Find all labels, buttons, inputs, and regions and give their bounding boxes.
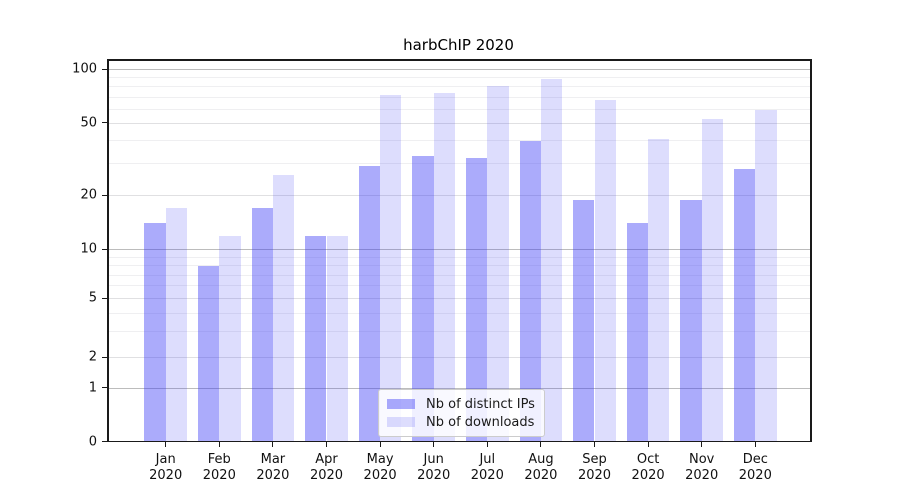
y-tick-label-100: 100 [72, 61, 97, 77]
x-tick-label-jan: Jan 2020 [149, 452, 183, 483]
gridline-y-2 [107, 357, 810, 358]
gridline-y-8 [107, 265, 810, 267]
gridline-y-60 [107, 108, 810, 110]
y-tick-mark-1 [102, 387, 107, 389]
bar-downloads-sep [594, 99, 616, 442]
y-tick-mark-20 [102, 194, 107, 196]
bar-downloads-mar [272, 174, 295, 442]
y-tick-label-0: 0 [88, 434, 97, 449]
gridline-y-10 [107, 249, 810, 251]
x-tick-label-may: May 2020 [363, 452, 397, 483]
chart-title: harbChIP 2020 [403, 36, 514, 54]
gridline-y-20 [107, 195, 810, 196]
x-tick-label-feb: Feb 2020 [202, 452, 236, 483]
y-tick-label-1: 1 [88, 380, 97, 396]
x-tick-mark-aug [540, 442, 542, 447]
bar-downloads-jul [487, 86, 509, 442]
x-tick-mark-feb [218, 442, 220, 447]
x-tick-mark-mar [272, 442, 274, 447]
gridline-y-3 [107, 331, 810, 333]
x-tick-label-nov: Nov 2020 [685, 452, 719, 483]
gridline-y-30 [107, 163, 810, 164]
bar-ips-nov [680, 199, 702, 442]
gridline-y-5 [107, 298, 810, 300]
gridline-y-1 [107, 387, 810, 389]
bar-ips-jul [465, 158, 488, 442]
y-tick-mark-0 [102, 441, 107, 443]
x-tick-mark-jan [165, 442, 167, 447]
x-tick-label-jul: Jul 2020 [470, 452, 504, 483]
y-tick-mark-5 [102, 297, 107, 299]
y-tick-label-20: 20 [80, 187, 97, 203]
x-tick-label-jun: Jun 2020 [417, 452, 451, 483]
bar-downloads-jan [165, 208, 188, 442]
legend-item-downloads: Nb of downloads [387, 415, 536, 430]
x-tick-label-apr: Apr 2020 [309, 452, 344, 483]
gridline-y-90 [107, 77, 810, 79]
gridline-y-9 [107, 256, 810, 258]
y-tick-mark-2 [102, 356, 107, 358]
gridline-y-50 [107, 122, 810, 124]
x-tick-label-oct: Oct 2020 [631, 452, 665, 483]
axis-spine-bottom [107, 440, 812, 442]
gridline-y-40 [107, 140, 810, 142]
y-tick-label-5: 5 [88, 290, 97, 306]
chart-legend: Nb of distinct IPs Nb of downloads [378, 389, 545, 437]
legend-label-downloads: Nb of downloads [426, 414, 535, 430]
bar-ips-jun [412, 156, 434, 442]
legend-label-distinct-ips: Nb of distinct IPs [426, 396, 535, 412]
plot-area [107, 59, 810, 442]
x-tick-mark-apr [325, 442, 328, 447]
bar-ips-may [358, 166, 381, 442]
bar-ips-dec [733, 168, 756, 442]
x-tick-label-aug: Aug 2020 [524, 452, 558, 483]
y-tick-mark-50 [102, 122, 107, 124]
x-tick-label-mar: Mar 2020 [256, 452, 290, 483]
gridline-y-6 [107, 285, 810, 287]
gridline-y-4 [107, 312, 810, 314]
bar-ips-apr [305, 235, 327, 442]
x-tick-mark-jul [486, 442, 488, 447]
bar-ips-aug [519, 140, 541, 442]
gridline-y-7 [107, 274, 810, 276]
bar-ips-oct [626, 223, 649, 442]
bar-downloads-aug [540, 78, 563, 442]
x-tick-mark-dec [754, 442, 756, 447]
x-tick-mark-oct [647, 442, 649, 447]
y-tick-label-2: 2 [88, 349, 97, 365]
legend-item-distinct-ips: Nb of distinct IPs [387, 397, 536, 412]
bar-ips-mar [251, 208, 273, 442]
bar-downloads-feb [219, 235, 241, 442]
bar-downloads-oct [648, 138, 670, 442]
axis-spine-right [810, 59, 812, 442]
gridline-y-70 [107, 96, 810, 98]
bar-downloads-jun [433, 93, 456, 442]
bar-downloads-nov [701, 118, 724, 442]
legend-swatch-distinct-ips [387, 399, 415, 409]
bar-ips-feb [197, 265, 220, 442]
gridline-y-80 [107, 86, 810, 88]
y-tick-mark-100 [102, 68, 107, 70]
x-tick-label-dec: Dec 2020 [738, 452, 772, 483]
bar-ips-jan [144, 223, 166, 442]
axis-spine-top [107, 59, 812, 61]
x-tick-mark-may [379, 442, 381, 447]
x-tick-mark-nov [701, 442, 703, 447]
legend-swatch-downloads [387, 417, 415, 427]
bar-downloads-dec [755, 110, 777, 442]
axis-spine-left [107, 59, 109, 442]
y-tick-mark-10 [102, 248, 107, 250]
gridline-y-100 [107, 69, 810, 71]
x-tick-mark-sep [593, 442, 596, 447]
y-tick-label-10: 10 [80, 241, 97, 257]
bar-downloads-may [380, 95, 402, 442]
bar-ips-sep [573, 199, 595, 442]
x-tick-label-sep: Sep 2020 [577, 452, 612, 483]
y-tick-label-50: 50 [80, 115, 97, 131]
x-tick-mark-jun [433, 442, 435, 447]
bar-downloads-apr [326, 235, 348, 442]
